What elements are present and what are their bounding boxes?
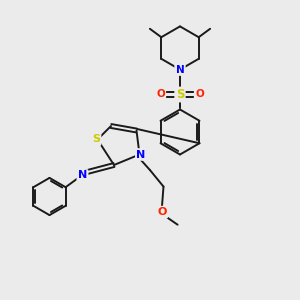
Text: N: N [78,170,87,181]
Text: O: O [156,89,165,100]
Text: S: S [92,134,100,145]
Text: O: O [157,207,167,217]
Text: O: O [195,89,204,100]
Text: N: N [176,64,184,75]
Text: S: S [176,88,184,101]
Text: N: N [136,149,146,160]
